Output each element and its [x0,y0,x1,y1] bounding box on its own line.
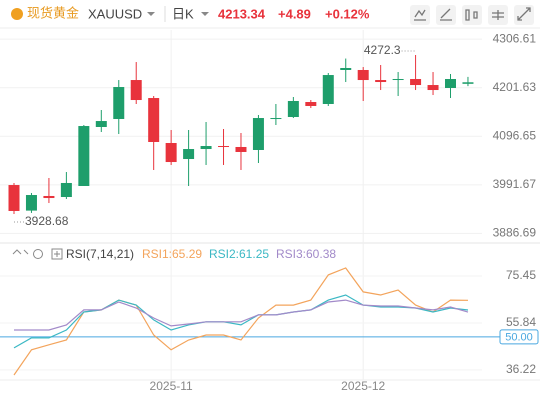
x-tick-label: 2025-11 [150,379,193,393]
reference-label: 50.00 [505,331,533,343]
y-tick-label: 3991.67 [493,177,537,191]
candle-body [305,102,317,106]
candle-body [427,85,439,91]
y-tick-label: 4201.63 [493,80,537,94]
candle-body [392,79,404,81]
tool-button[interactable] [514,5,534,25]
toolbar [410,5,534,25]
candle-body [130,80,142,101]
tool-icon [440,8,452,21]
candle-body [8,185,20,211]
change: +4.89 [278,6,311,21]
candle-body [78,126,90,186]
max-label: 4272.3 [364,43,401,57]
y-tick-label: 36.22 [506,362,536,376]
add-icon-cross [54,251,60,257]
min-label: 3928.68 [25,214,69,228]
symbol-name[interactable]: 现货黄金 [27,5,79,20]
rsi-line [14,299,469,331]
candle-body [200,146,212,150]
candle-body [270,118,282,120]
price: 4213.34 [218,6,266,21]
candle-body [375,80,387,83]
x-tick-label: 2025-12 [341,379,385,393]
candle-body [148,98,160,142]
tool-icon [492,10,504,20]
reference-tag [499,329,539,345]
dropdown-arrow[interactable] [147,12,155,16]
candle-body [445,79,456,88]
candle-body [252,118,264,150]
add-icon[interactable] [51,248,63,260]
candle-body [43,195,55,199]
candle-body [462,82,474,84]
period[interactable]: 日K [172,6,194,21]
y-tick-label: 75.45 [506,268,536,282]
tool-button[interactable] [462,5,482,25]
candle-body [322,75,334,104]
candle-body [183,149,195,160]
tool-icon [414,9,426,21]
settings-icon[interactable] [33,249,43,259]
legend-entry: RSI3:60.38 [276,247,336,261]
candle-body [287,100,299,118]
tool-button[interactable] [436,5,456,25]
y-tick-label: 4306.61 [493,31,537,45]
candle-body [410,79,422,86]
candle-body [25,195,37,211]
candle-body [113,87,125,119]
symbol-icon [11,8,23,20]
y-tick-label: 55.84 [506,315,536,329]
tool-icon [465,9,478,21]
change-pct: +0.12% [325,6,370,21]
symbol-code[interactable]: XAUUSD [88,6,142,21]
legend-entry: RSI2:61.25 [209,247,269,261]
indicator-title: RSI(7,14,21) [66,247,134,261]
y-tick-label: 3886.69 [493,226,537,240]
y-tick-label: 4096.65 [493,128,537,142]
legend-entry: RSI1:65.29 [142,247,202,261]
tool-icon [517,7,531,21]
candle-body [165,143,177,163]
collapse-icon[interactable] [12,249,29,255]
tool-button[interactable] [410,5,430,25]
candle-body [60,182,72,198]
dropdown-arrow[interactable] [201,12,209,16]
candle-body [95,121,107,127]
candle-body [340,67,352,70]
candle-body [357,69,369,81]
rsi-line [13,294,469,349]
candle-body [235,146,247,152]
candle-body [218,146,230,148]
